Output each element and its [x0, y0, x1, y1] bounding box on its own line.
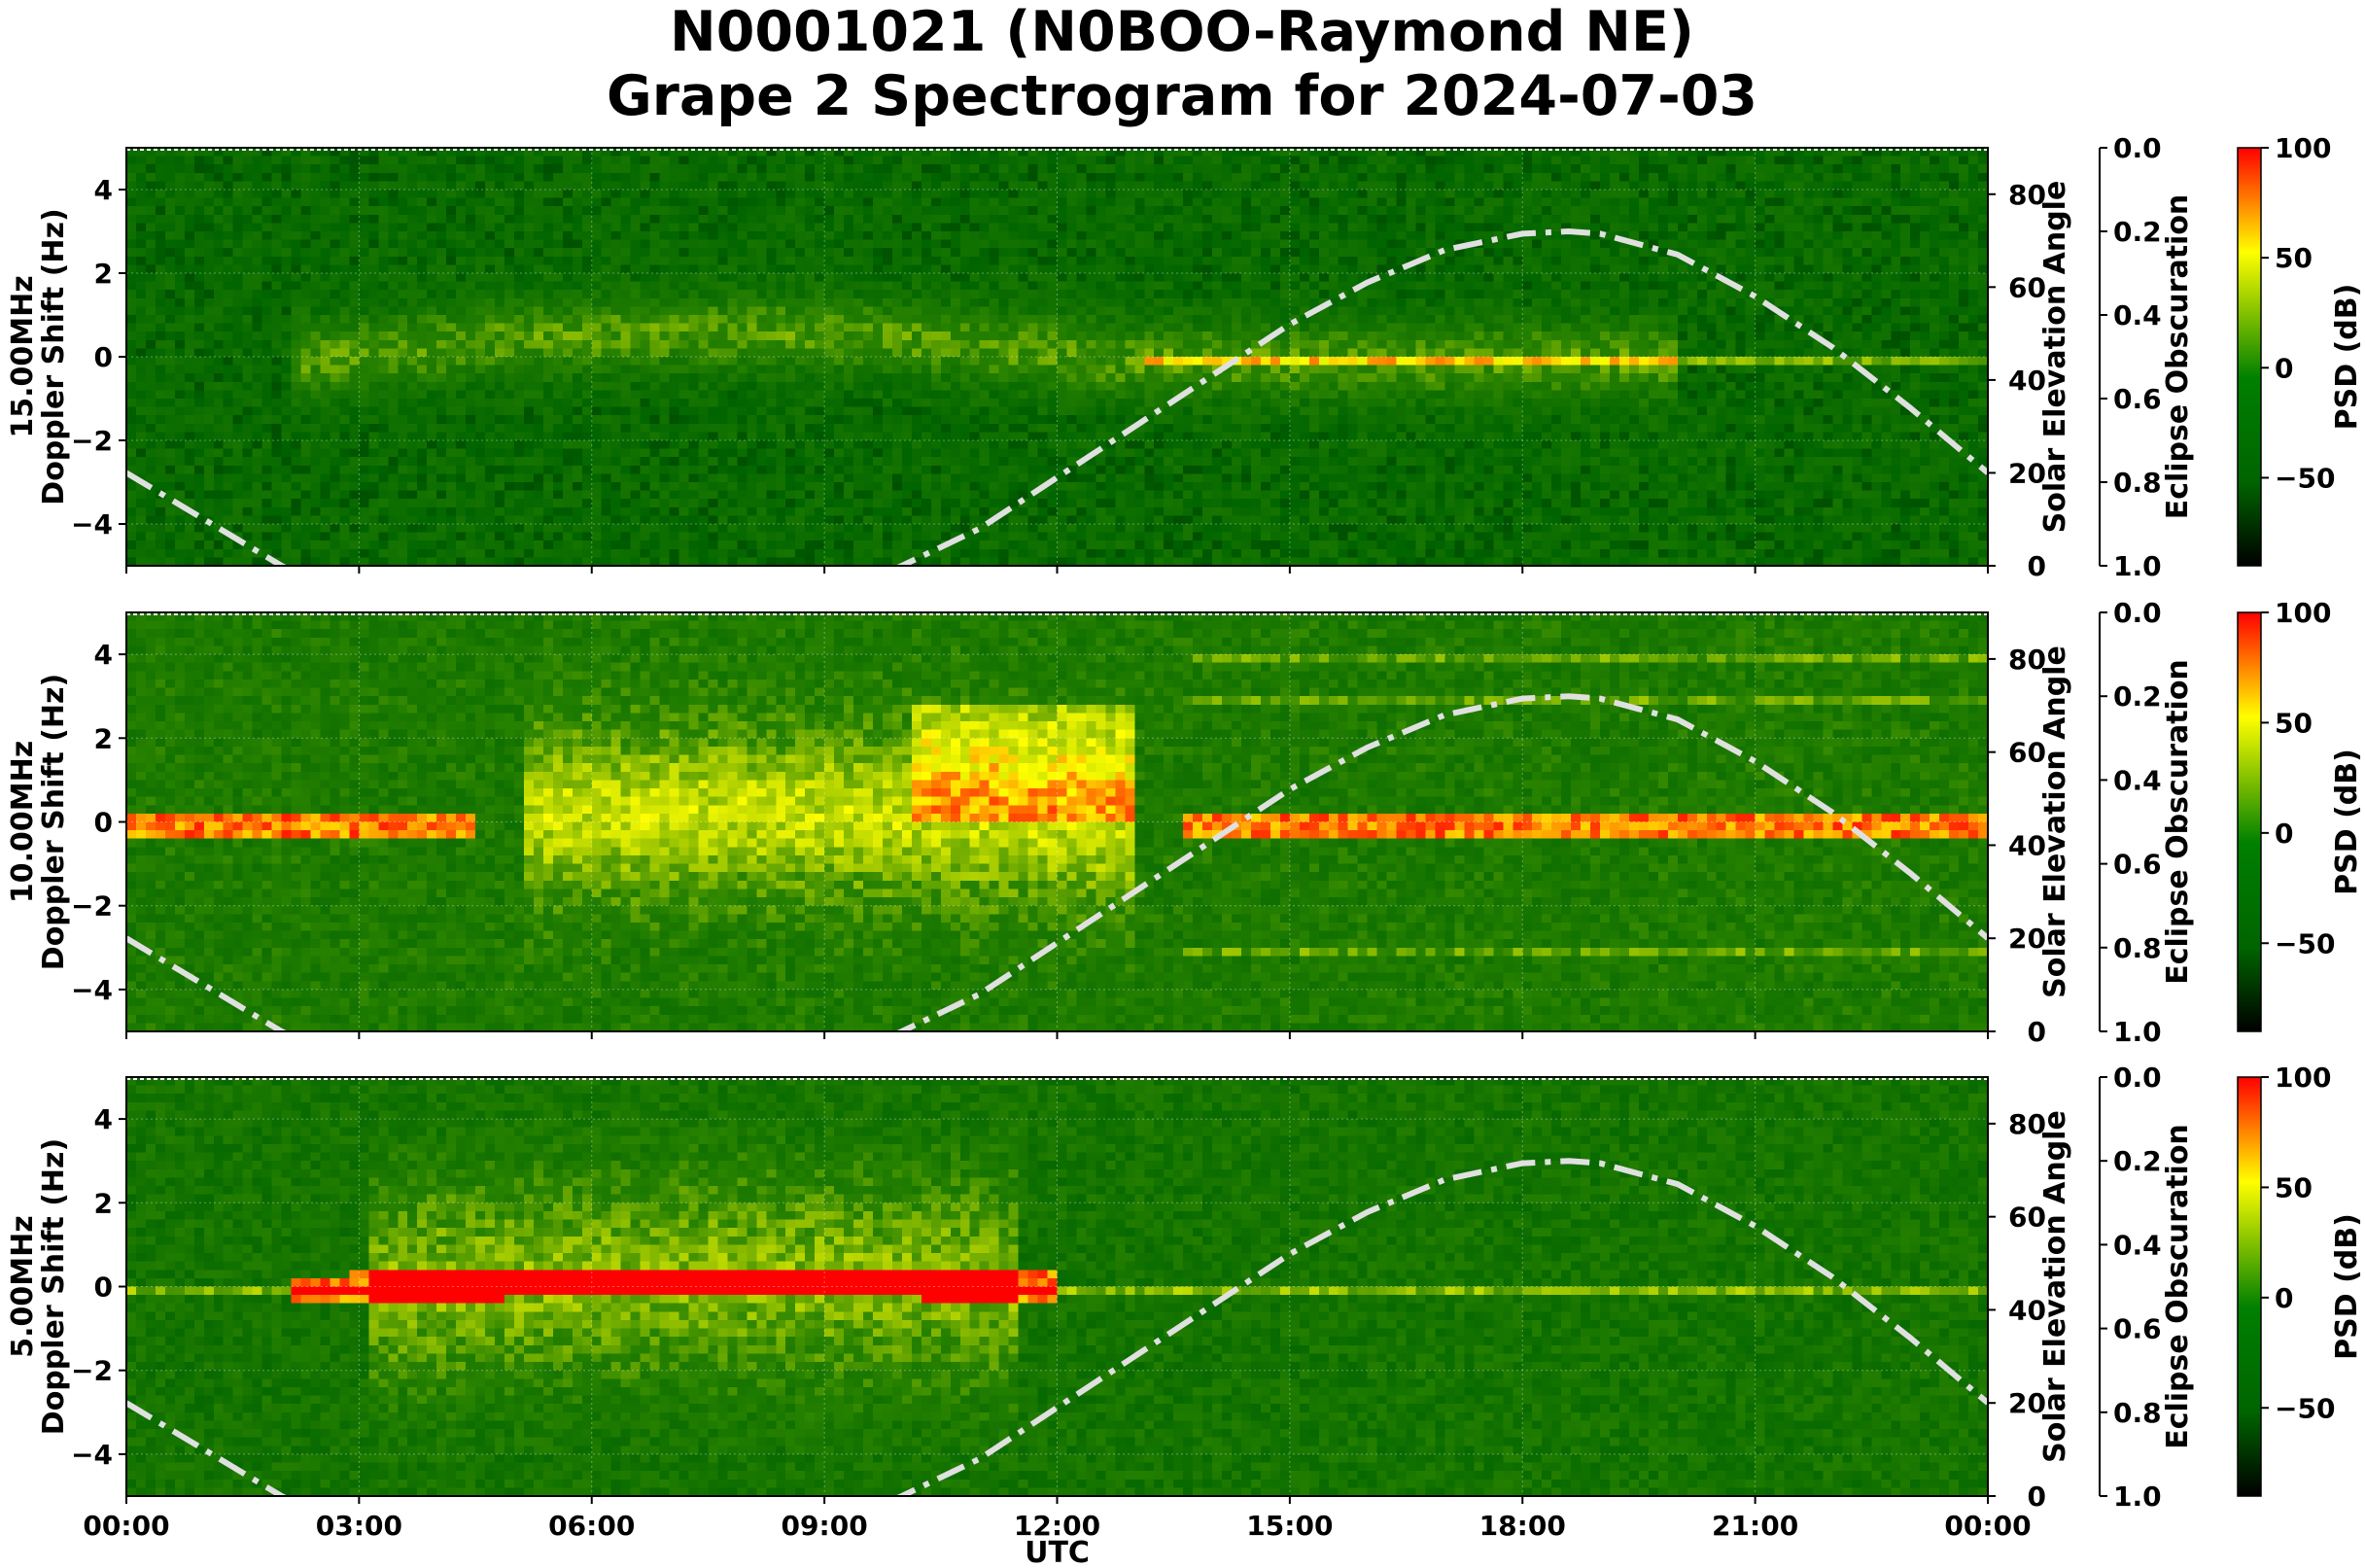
- spectrogram-image: [126, 148, 1988, 566]
- y-tick-label: 4: [94, 1103, 113, 1135]
- eclipse-tick-label: 0.6: [2113, 1313, 2162, 1345]
- colorbar-tick-label: 0: [2275, 818, 2293, 850]
- eclipse-tick-label: 0.2: [2113, 1145, 2162, 1177]
- x-tick-label: 00:00: [83, 1510, 169, 1542]
- colorbar-tick-label: 50: [2275, 242, 2313, 274]
- colorbar-tick-label: −50: [2275, 927, 2335, 959]
- x-tick-label: 03:00: [316, 1510, 402, 1542]
- solar-tick-label: 60: [2008, 737, 2046, 769]
- eclipse-tick-label: 0.8: [2113, 932, 2162, 964]
- solar-tick-label: 80: [2008, 179, 2046, 211]
- eclipse-tick-label: 0.4: [2113, 299, 2162, 331]
- eclipse-tick-label: 0.2: [2113, 680, 2162, 713]
- solar-tick-label: 80: [2008, 644, 2046, 676]
- eclipse-axis-label: Eclipse Obscuration: [2161, 194, 2195, 520]
- eclipse-tick-label: 1.0: [2113, 550, 2162, 582]
- y-tick-label: −4: [71, 1439, 113, 1471]
- solar-tick-label: 20: [2008, 923, 2046, 955]
- y-axis-label: Doppler Shift (Hz): [37, 208, 71, 505]
- colorbar-label: PSD (dB): [2330, 284, 2364, 431]
- solar-tick-label: 20: [2008, 1387, 2046, 1419]
- y-axis-label: Doppler Shift (Hz): [37, 1138, 71, 1435]
- y-tick-label: −4: [71, 508, 113, 540]
- colorbar: [2237, 1076, 2262, 1497]
- eclipse-tick-label: 0.8: [2113, 1397, 2162, 1429]
- x-tick-label: 09:00: [782, 1510, 868, 1542]
- solar-tick-label: 80: [2008, 1108, 2046, 1140]
- colorbar-tick-label: 100: [2275, 132, 2331, 164]
- y-tick-label: 4: [94, 639, 113, 671]
- x-tick-label: 18:00: [1479, 1510, 1566, 1542]
- y-tick-label: 0: [94, 1272, 113, 1304]
- colorbar-tick-label: 50: [2275, 1171, 2313, 1203]
- eclipse-tick-label: 0.4: [2113, 764, 2162, 796]
- x-tick-label: 12:00: [1014, 1510, 1100, 1542]
- colorbar-tick-label: −50: [2275, 462, 2335, 494]
- eclipse-tick-label: 1.0: [2113, 1481, 2162, 1513]
- eclipse-axis-label: Eclipse Obscuration: [2161, 1124, 2195, 1449]
- solar-axis-label: Solar Elevation Angle: [2038, 645, 2072, 998]
- solar-axis-label: Solar Elevation Angle: [2038, 1110, 2072, 1463]
- frequency-label: 5.00MHz: [6, 1215, 40, 1357]
- y-axis-label: Doppler Shift (Hz): [37, 674, 71, 970]
- solar-axis-label: Solar Elevation Angle: [2038, 181, 2072, 534]
- x-axis-label: UTC: [1025, 1536, 1090, 1568]
- x-tick-label: 21:00: [1712, 1510, 1798, 1542]
- solar-tick-label: 40: [2008, 829, 2046, 861]
- eclipse-tick-label: 0.2: [2113, 216, 2162, 248]
- y-tick-label: −2: [71, 1355, 113, 1387]
- colorbar-tick-label: −50: [2275, 1392, 2335, 1424]
- colorbar-tick-label: 100: [2275, 1062, 2331, 1094]
- x-tick-label: 15:00: [1246, 1510, 1333, 1542]
- title-line-2: Grape 2 Spectrogram for 2024-07-03: [607, 64, 1757, 128]
- eclipse-tick-label: 0.4: [2113, 1229, 2162, 1261]
- colorbar-tick-label: 50: [2275, 707, 2313, 739]
- colorbar-tick-label: 100: [2275, 597, 2331, 629]
- solar-tick-label: 60: [2008, 1202, 2046, 1234]
- x-tick-label: 06:00: [548, 1510, 635, 1542]
- solar-tick-label: 40: [2008, 365, 2046, 397]
- y-tick-label: 0: [94, 341, 113, 373]
- y-tick-label: 2: [94, 258, 113, 290]
- eclipse-tick-label: 0.0: [2113, 132, 2162, 164]
- eclipse-axis-label: Eclipse Obscuration: [2161, 659, 2195, 985]
- y-tick-label: −2: [71, 890, 113, 923]
- colorbar-tick-label: 0: [2275, 1282, 2293, 1314]
- solar-tick-label: 0: [2028, 1481, 2046, 1513]
- y-tick-label: −4: [71, 974, 113, 1006]
- eclipse-tick-label: 0.0: [2113, 597, 2162, 629]
- solar-tick-label: 20: [2008, 457, 2046, 489]
- colorbar-label: PSD (dB): [2330, 749, 2364, 895]
- colorbar-tick-label: 0: [2275, 352, 2293, 384]
- colorbar-label: PSD (dB): [2330, 1213, 2364, 1360]
- y-tick-label: 4: [94, 174, 113, 206]
- frequency-label: 10.00MHz: [6, 741, 40, 903]
- solar-tick-label: 40: [2008, 1294, 2046, 1326]
- colorbar: [2237, 147, 2262, 567]
- y-tick-label: 2: [94, 1187, 113, 1219]
- solar-elevation-line: [126, 693, 1988, 1031]
- y-tick-label: 2: [94, 722, 113, 754]
- solar-tick-label: 0: [2028, 1016, 2046, 1048]
- y-tick-label: 0: [94, 807, 113, 839]
- spectrogram-image: [126, 1077, 1988, 1496]
- eclipse-tick-label: 0.6: [2113, 383, 2162, 415]
- eclipse-tick-label: 0.0: [2113, 1062, 2162, 1094]
- colorbar: [2237, 611, 2262, 1032]
- eclipse-tick-label: 1.0: [2113, 1016, 2162, 1048]
- eclipse-tick-label: 0.8: [2113, 467, 2162, 499]
- solar-tick-label: 60: [2008, 271, 2046, 303]
- title-line-1: N0001021 (N0BOO-Raymond NE): [670, 0, 1694, 64]
- solar-elevation-line: [126, 1158, 1988, 1496]
- spectrogram-image: [126, 612, 1988, 1031]
- x-tick-label: 00:00: [1944, 1510, 2031, 1542]
- solar-elevation-line: [126, 227, 1988, 566]
- frequency-label: 15.00MHz: [6, 275, 40, 437]
- y-tick-label: −2: [71, 425, 113, 457]
- eclipse-tick-label: 0.6: [2113, 849, 2162, 881]
- solar-tick-label: 0: [2028, 550, 2046, 582]
